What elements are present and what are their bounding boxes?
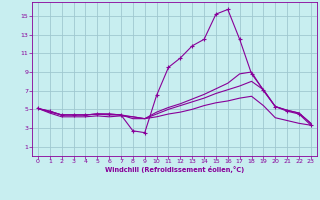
X-axis label: Windchill (Refroidissement éolien,°C): Windchill (Refroidissement éolien,°C): [105, 166, 244, 173]
